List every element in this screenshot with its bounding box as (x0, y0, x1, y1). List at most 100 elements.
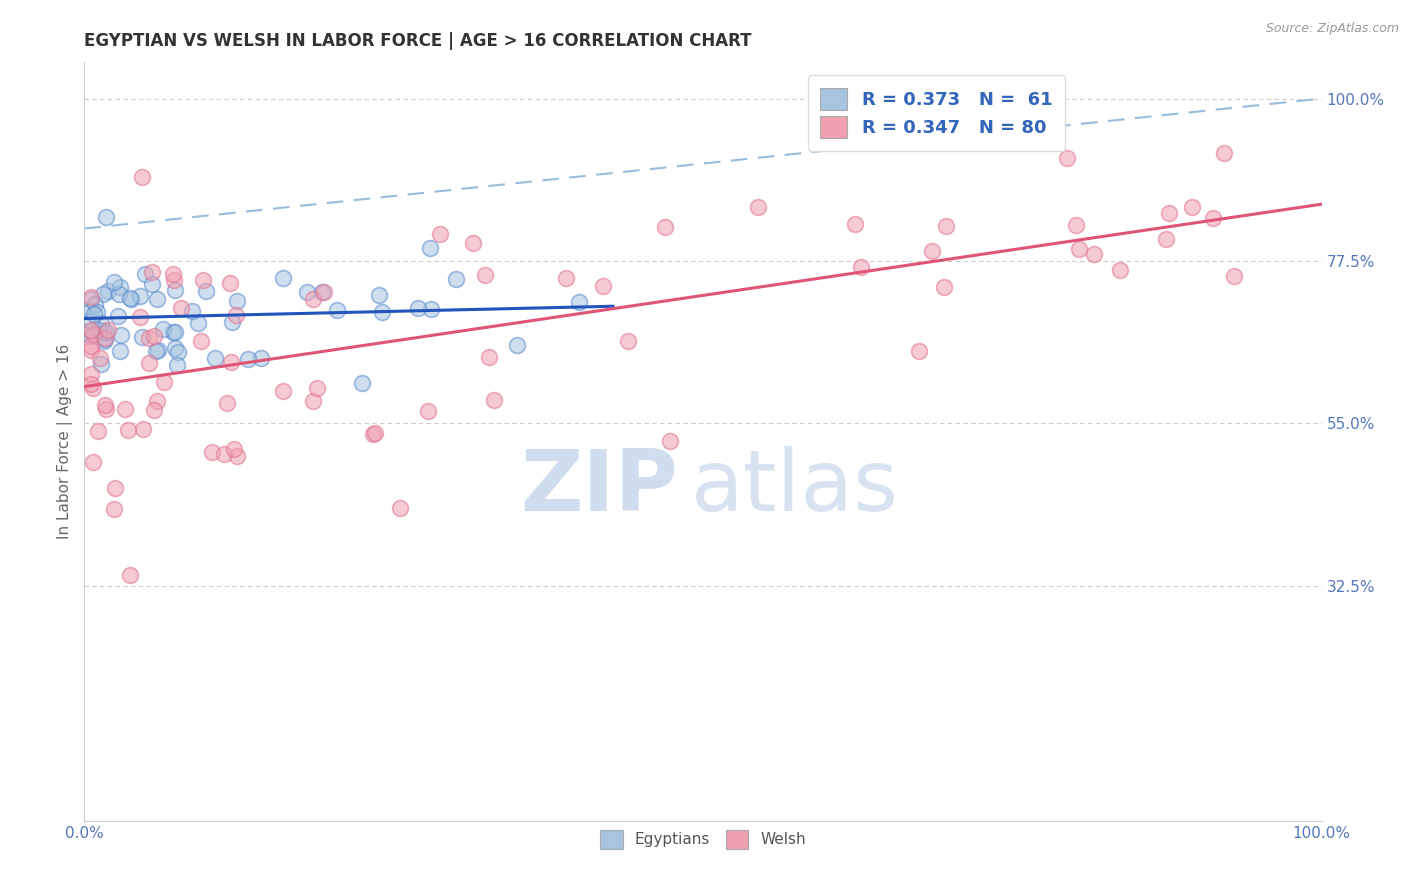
Point (474, 268, 496, 282)
Point (163, 273, 186, 287)
Point (658, 434, 681, 449)
Point (145, 344, 167, 359)
Point (932, 280, 955, 294)
Point (654, 219, 676, 234)
Point (224, 442, 246, 456)
Point (221, 315, 243, 329)
Point (592, 279, 614, 293)
Point (89, 351, 111, 365)
Point (162, 267, 184, 281)
Point (79, 290, 101, 304)
Point (138, 356, 160, 370)
Point (167, 345, 190, 359)
Point (187, 316, 209, 330)
Point (218, 276, 240, 290)
Point (1109, 262, 1132, 277)
Point (1213, 145, 1236, 160)
Point (314, 285, 336, 299)
Point (180, 304, 202, 318)
Point (389, 500, 412, 515)
Point (170, 301, 193, 315)
Point (302, 292, 325, 306)
Point (364, 425, 387, 440)
Point (146, 292, 169, 306)
Point (80, 293, 103, 307)
Point (103, 275, 125, 289)
Point (82, 327, 104, 342)
Point (145, 394, 167, 409)
Point (86, 305, 108, 319)
Point (94, 326, 117, 340)
Point (107, 309, 129, 323)
Point (120, 292, 142, 306)
Point (273, 270, 295, 285)
Point (110, 328, 132, 343)
Point (195, 284, 218, 298)
Point (132, 422, 155, 436)
Text: ZIP: ZIP (520, 445, 678, 529)
Point (302, 394, 325, 409)
Point (921, 244, 943, 259)
Point (94, 398, 117, 412)
Point (935, 219, 957, 233)
Point (146, 343, 169, 358)
Point (849, 260, 872, 274)
Point (217, 395, 239, 409)
Point (138, 331, 160, 345)
Point (193, 272, 215, 286)
Point (1154, 231, 1177, 245)
Point (1157, 206, 1180, 220)
Point (350, 376, 373, 391)
Point (225, 309, 247, 323)
Text: EGYPTIAN VS WELSH IN LABOR FORCE | AGE > 16 CORRELATION CHART: EGYPTIAN VS WELSH IN LABOR FORCE | AGE >… (84, 32, 752, 50)
Point (93, 334, 115, 348)
Point (367, 287, 389, 301)
Point (94, 331, 117, 345)
Point (1064, 218, 1087, 232)
Point (225, 450, 247, 464)
Point (1222, 269, 1244, 284)
Point (1056, 151, 1078, 165)
Point (131, 330, 153, 344)
Point (79, 313, 101, 327)
Point (131, 170, 153, 185)
Point (96, 211, 118, 225)
Point (271, 384, 294, 398)
Point (93, 326, 115, 340)
Point (83, 307, 105, 321)
Point (325, 302, 347, 317)
Point (568, 295, 591, 310)
Y-axis label: In Labor Force | Age > 16: In Labor Force | Age > 16 (58, 344, 73, 539)
Point (79, 303, 101, 318)
Point (90, 316, 112, 330)
Point (212, 447, 235, 461)
Point (420, 302, 443, 317)
Point (1083, 247, 1105, 261)
Point (110, 280, 132, 294)
Point (152, 322, 174, 336)
Point (225, 293, 247, 308)
Point (141, 277, 163, 291)
Point (142, 402, 165, 417)
Point (91, 286, 114, 301)
Point (429, 227, 451, 241)
Point (82, 455, 104, 469)
Point (250, 351, 273, 365)
Point (79, 339, 101, 353)
Point (104, 481, 127, 495)
Point (478, 350, 501, 364)
Point (1067, 242, 1090, 256)
Point (444, 272, 467, 286)
Point (461, 235, 484, 250)
Point (129, 310, 152, 325)
Point (371, 305, 394, 319)
Point (79, 343, 101, 357)
Point (87, 424, 110, 438)
Point (1202, 211, 1225, 225)
Text: Source: ZipAtlas.com: Source: ZipAtlas.com (1265, 22, 1399, 36)
Point (89, 323, 111, 337)
Point (143, 329, 166, 343)
Point (118, 292, 141, 306)
Text: atlas: atlas (690, 445, 898, 529)
Point (1181, 200, 1204, 214)
